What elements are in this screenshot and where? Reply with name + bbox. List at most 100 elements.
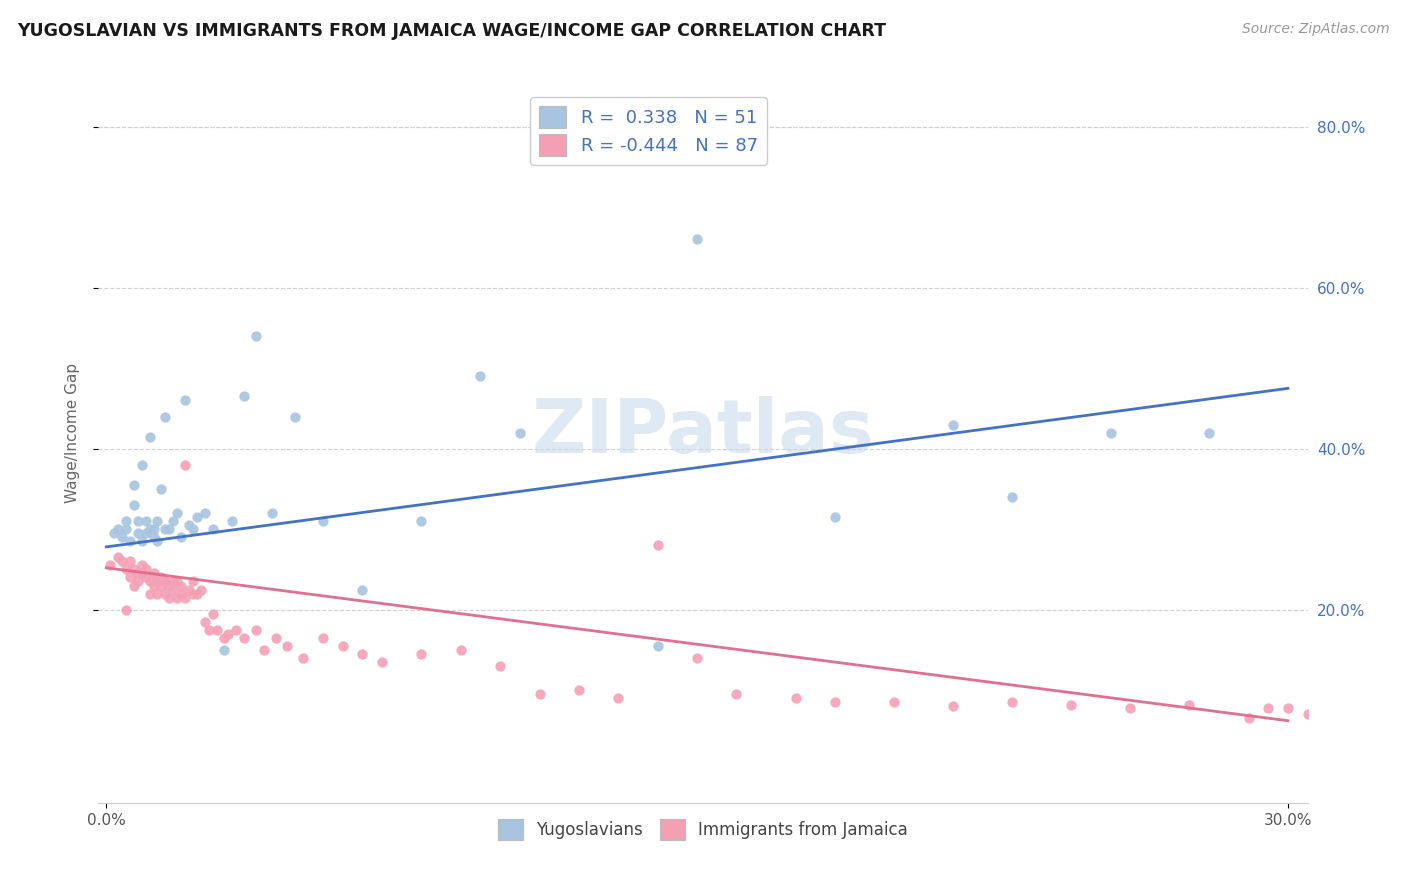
Point — [332, 639, 354, 653]
Point — [194, 615, 217, 629]
Point — [98, 558, 121, 573]
Point — [155, 574, 177, 589]
Point — [166, 591, 188, 605]
Point — [135, 562, 157, 576]
Point — [245, 623, 267, 637]
Point — [181, 522, 204, 536]
Point — [174, 393, 197, 408]
Point — [146, 586, 169, 600]
Point — [118, 534, 141, 549]
Point — [1237, 711, 1260, 725]
Point — [170, 530, 193, 544]
Point — [1257, 701, 1279, 715]
Point — [115, 514, 138, 528]
Point — [146, 570, 169, 584]
Point — [1355, 715, 1378, 730]
Point — [177, 582, 200, 597]
Point — [181, 586, 204, 600]
Point — [162, 582, 184, 597]
Point — [122, 498, 145, 512]
Point — [181, 574, 204, 589]
Point — [647, 538, 669, 552]
Point — [115, 522, 138, 536]
Point — [686, 232, 709, 246]
Point — [1119, 701, 1142, 715]
Point — [162, 574, 184, 589]
Point — [138, 586, 160, 600]
Point — [1395, 714, 1406, 728]
Point — [253, 643, 276, 657]
Point — [107, 550, 129, 565]
Point — [127, 566, 149, 581]
Point — [150, 570, 173, 584]
Point — [122, 578, 145, 592]
Point — [1001, 695, 1024, 709]
Point — [201, 607, 224, 621]
Point — [115, 562, 138, 576]
Point — [131, 534, 153, 549]
Point — [568, 683, 591, 698]
Point — [1336, 703, 1358, 717]
Point — [217, 627, 239, 641]
Point — [1277, 701, 1299, 715]
Point — [170, 578, 193, 592]
Point — [177, 518, 200, 533]
Point — [166, 506, 188, 520]
Text: ZIPatlas: ZIPatlas — [531, 396, 875, 469]
Point — [155, 574, 177, 589]
Point — [1296, 707, 1319, 722]
Point — [131, 566, 153, 581]
Point — [214, 643, 236, 657]
Point — [146, 574, 169, 589]
Point — [155, 522, 177, 536]
Point — [103, 526, 125, 541]
Point — [197, 623, 219, 637]
Point — [221, 514, 243, 528]
Point — [824, 510, 846, 524]
Point — [607, 691, 630, 706]
Point — [686, 651, 709, 665]
Point — [118, 570, 141, 584]
Point — [138, 574, 160, 589]
Point — [166, 574, 188, 589]
Point — [127, 574, 149, 589]
Point — [214, 631, 236, 645]
Point — [186, 510, 208, 524]
Point — [186, 586, 208, 600]
Point — [138, 522, 160, 536]
Point — [1198, 425, 1220, 440]
Point — [157, 591, 180, 605]
Point — [883, 695, 905, 709]
Point — [138, 430, 160, 444]
Point — [142, 530, 165, 544]
Point — [135, 570, 157, 584]
Point — [131, 458, 153, 472]
Point — [174, 458, 197, 472]
Point — [785, 691, 807, 706]
Point — [352, 582, 374, 597]
Point — [264, 631, 287, 645]
Point — [150, 578, 173, 592]
Point — [411, 514, 433, 528]
Point — [529, 687, 551, 701]
Point — [1178, 698, 1201, 712]
Point — [122, 478, 145, 492]
Point — [1316, 711, 1339, 725]
Point — [1099, 425, 1122, 440]
Text: YUGOSLAVIAN VS IMMIGRANTS FROM JAMAICA WAGE/INCOME GAP CORRELATION CHART: YUGOSLAVIAN VS IMMIGRANTS FROM JAMAICA W… — [17, 22, 886, 40]
Point — [312, 514, 335, 528]
Point — [647, 639, 669, 653]
Point — [157, 522, 180, 536]
Point — [107, 522, 129, 536]
Point — [489, 659, 512, 673]
Point — [371, 655, 394, 669]
Point — [111, 554, 134, 568]
Point — [118, 554, 141, 568]
Point — [1375, 709, 1398, 723]
Point — [942, 699, 965, 714]
Point — [352, 647, 374, 661]
Point — [194, 506, 217, 520]
Point — [292, 651, 315, 665]
Point — [1060, 698, 1083, 712]
Point — [725, 687, 748, 701]
